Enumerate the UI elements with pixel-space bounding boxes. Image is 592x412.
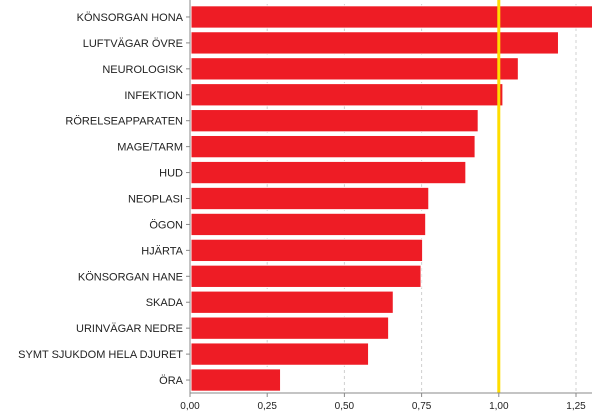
x-tick-label: 0,50 [335, 401, 355, 412]
bar [190, 134, 476, 159]
category-label: SKADA [146, 297, 184, 309]
bar [190, 160, 467, 185]
category-label: KÖNSORGAN HANE [78, 271, 183, 283]
category-label: MAGE/TARM [117, 142, 183, 154]
bar [190, 109, 479, 133]
bar [190, 212, 427, 237]
category-label: NEOPLASI [128, 194, 183, 206]
category-label: KÖNSORGAN HONA [77, 12, 184, 24]
bar [190, 5, 592, 29]
category-label: ÖGON [149, 219, 183, 231]
bar [190, 31, 559, 55]
x-tick-labels: 0,00 0,25 0,50 0,75 1,00 1,25 [180, 401, 586, 412]
category-label: SYMT SJUKDOM HELA DJURET [18, 349, 183, 361]
x-tick-label: 0,00 [180, 401, 200, 412]
bar [190, 368, 282, 392]
category-label: LUFTVÄGAR ÖVRE [83, 38, 183, 50]
x-tick-label: 1,25 [566, 401, 586, 412]
bar [190, 264, 422, 288]
bar [190, 186, 430, 211]
category-labels: KÖNSORGAN HONA LUFTVÄGAR ÖVRE NEUROLOGISK I… [18, 12, 183, 387]
bar [190, 316, 390, 340]
bar [190, 83, 504, 107]
x-tick-label: 1,00 [489, 401, 509, 412]
bar [190, 290, 394, 314]
axes [186, 0, 592, 397]
category-label: INFEKTION [124, 90, 183, 102]
category-label: HJÄRTA [141, 245, 183, 257]
category-label: URINVÄGAR NEDRE [76, 323, 183, 335]
x-tick-label: 0,25 [257, 401, 277, 412]
bars [190, 5, 592, 392]
bar [190, 57, 519, 81]
category-label: ÖRA [159, 375, 184, 387]
bar [190, 342, 370, 366]
category-label: NEUROLOGISK [102, 64, 183, 76]
category-label: HUD [159, 168, 183, 180]
x-tick-label: 0,75 [412, 401, 432, 412]
bar [190, 238, 424, 263]
category-label: RÖRELSEAPPARATEN [65, 116, 183, 128]
